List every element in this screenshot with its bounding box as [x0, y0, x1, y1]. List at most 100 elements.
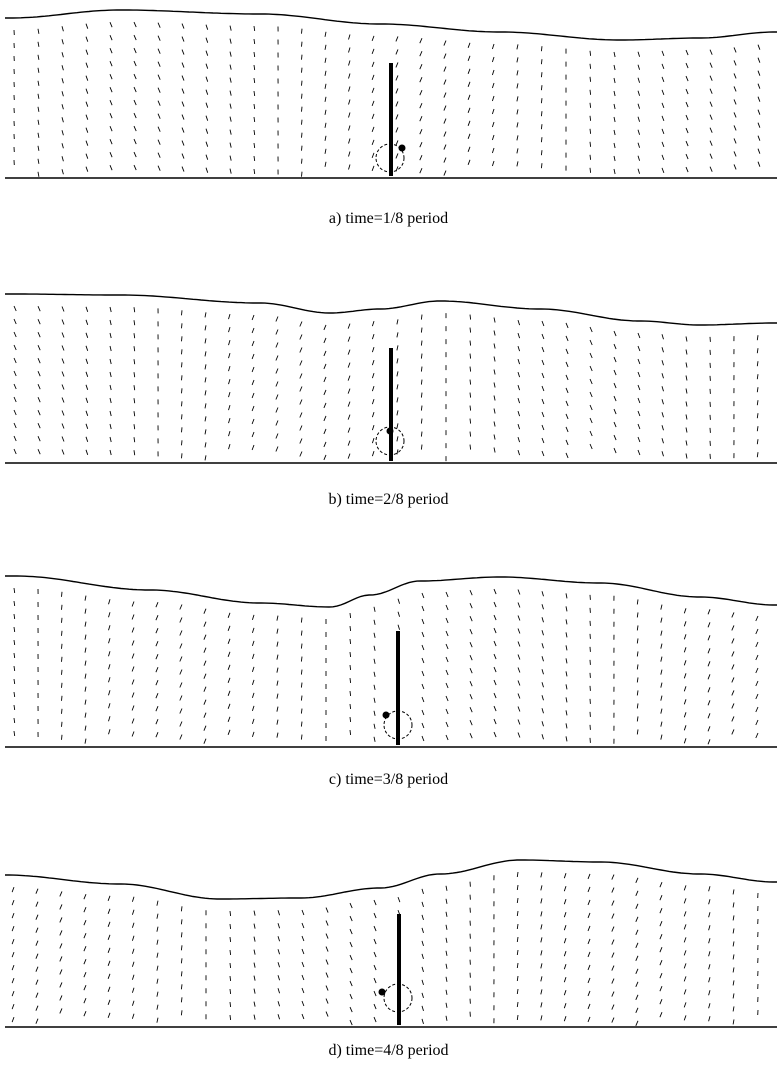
velocity-vector — [253, 1001, 256, 1007]
velocity-vector — [589, 115, 592, 121]
velocity-vector — [732, 993, 735, 999]
velocity-vector — [301, 54, 303, 60]
panel-a: a) time=1/8 period — [0, 0, 777, 240]
velocity-vector — [349, 716, 352, 723]
velocity-vector — [348, 125, 351, 131]
velocity-vector — [445, 604, 449, 611]
velocity-vector — [445, 989, 448, 995]
particle-orbit-circle — [375, 426, 405, 456]
velocity-vector — [661, 412, 664, 418]
velocity-vector — [181, 401, 183, 407]
velocity-vector — [493, 614, 497, 621]
velocity-vector — [229, 25, 232, 31]
velocity-vector — [469, 668, 473, 674]
velocity-vector — [540, 46, 543, 52]
velocity-vector — [517, 615, 521, 621]
velocity-vector — [157, 152, 161, 158]
velocity-vector — [709, 140, 713, 146]
velocity-vector — [61, 91, 64, 97]
velocity-vector — [108, 638, 111, 644]
velocity-vector — [589, 378, 593, 385]
velocity-vector — [611, 926, 615, 932]
velocity-vector — [732, 980, 735, 986]
velocity-vector — [587, 899, 591, 906]
velocity-vector — [755, 628, 759, 635]
velocity-vector — [133, 138, 137, 145]
velocity-vector — [493, 382, 496, 388]
velocity-vector — [443, 170, 447, 176]
velocity-vector — [324, 109, 327, 115]
velocity-vector — [324, 135, 327, 141]
velocity-vector — [85, 36, 89, 42]
velocity-vector — [61, 169, 64, 175]
velocity-vector — [11, 1016, 15, 1023]
velocity-vector — [493, 343, 496, 349]
velocity-vector — [516, 949, 519, 956]
velocity-vector — [253, 129, 256, 136]
velocity-vector — [637, 142, 641, 148]
velocity-vector — [84, 634, 87, 640]
velocity-vector — [107, 973, 111, 979]
velocity-vector — [587, 938, 591, 945]
velocity-vector — [516, 148, 519, 154]
velocity-vector — [133, 333, 136, 339]
velocity-vector — [732, 915, 735, 921]
velocity-vector — [420, 327, 423, 333]
velocity-vector — [541, 398, 545, 405]
velocity-vector — [683, 989, 687, 995]
velocity-vector — [324, 83, 327, 89]
velocity-vector — [229, 142, 232, 148]
velocity-vector — [61, 708, 63, 714]
velocity-vector — [205, 128, 209, 134]
velocity-vector — [37, 54, 40, 60]
velocity-vector — [84, 686, 87, 692]
velocity-vector — [85, 140, 89, 146]
vertical-barrier — [396, 631, 400, 745]
velocity-vector — [493, 705, 497, 712]
velocity-vector — [109, 332, 112, 339]
velocity-vector — [107, 934, 111, 940]
velocity-vector — [491, 95, 495, 102]
velocity-vector — [540, 924, 543, 930]
velocity-vector — [301, 28, 303, 34]
velocity-vector — [301, 106, 303, 112]
velocity-vector — [84, 647, 87, 653]
velocity-vector — [253, 25, 256, 32]
velocity-vector — [541, 437, 545, 444]
velocity-vector — [589, 167, 592, 173]
velocity-vector — [157, 87, 161, 93]
velocity-vector — [396, 371, 399, 377]
velocity-vector — [131, 922, 135, 928]
velocity-vector — [277, 1001, 281, 1007]
velocity-vector — [757, 44, 761, 50]
velocity-vector — [659, 960, 663, 966]
velocity-vector — [299, 438, 303, 444]
velocity-vector — [563, 873, 567, 879]
velocity-vector — [540, 963, 543, 969]
velocity-vector — [587, 951, 591, 958]
velocity-vector — [516, 975, 519, 982]
velocity-vector — [133, 60, 137, 67]
velocity-vector — [635, 929, 639, 935]
velocity-vector — [109, 126, 113, 132]
velocity-vector — [541, 333, 545, 340]
velocity-vector — [517, 436, 521, 443]
velocity-vector — [491, 69, 495, 76]
velocity-vector — [373, 736, 376, 742]
velocity-vector — [755, 641, 759, 648]
velocity-vector — [443, 92, 447, 98]
velocity-vector — [611, 874, 615, 880]
velocity-vector — [251, 653, 255, 660]
velocity-vector — [37, 449, 41, 455]
velocity-vector — [636, 703, 639, 709]
velocity-vector — [108, 599, 111, 605]
velocity-vector — [61, 156, 64, 162]
velocity-vector — [467, 159, 471, 165]
velocity-vector — [349, 967, 353, 974]
velocity-vector — [756, 374, 759, 380]
velocity-vector — [253, 38, 256, 45]
velocity-vector — [203, 608, 207, 614]
velocity-vector — [397, 611, 401, 617]
velocity-vector — [637, 345, 641, 352]
velocity-vector — [613, 51, 616, 58]
